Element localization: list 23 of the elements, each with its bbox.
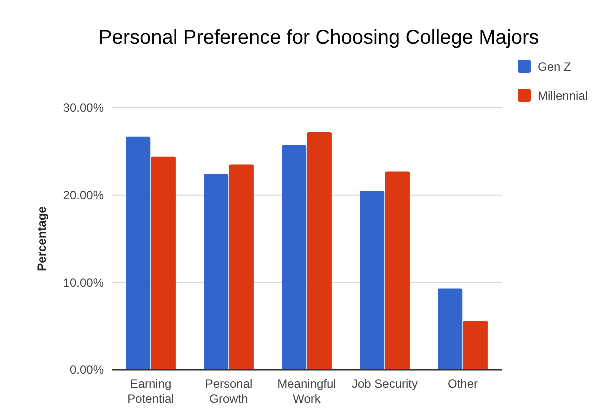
bar (307, 132, 332, 370)
y-tick-label: 30.00% (63, 101, 104, 116)
y-axis-title: Percentage (35, 206, 49, 272)
bar (229, 164, 254, 370)
bar (360, 190, 385, 370)
x-tick-label: Personal Growth (205, 377, 253, 406)
y-tick-label: 20.00% (63, 188, 104, 203)
bar (151, 156, 176, 370)
y-tick-label: 0.00% (70, 363, 104, 378)
legend-label: Gen Z (538, 60, 572, 74)
bar (126, 136, 151, 370)
x-tick-label: Other (448, 377, 478, 391)
y-tick-label: 10.00% (63, 276, 104, 290)
bar (385, 172, 410, 370)
legend-label: Millennial (538, 89, 588, 103)
bar (282, 146, 307, 370)
x-tick-label: Earning Potential (128, 377, 174, 406)
bar (438, 288, 463, 370)
x-tick-label: Job Security (352, 377, 418, 391)
bar (463, 321, 488, 370)
bar (204, 174, 229, 370)
chart-title: Personal Preference for Choosing College Majors (98, 27, 540, 49)
x-tick-label: Meaningful Work (278, 377, 336, 406)
